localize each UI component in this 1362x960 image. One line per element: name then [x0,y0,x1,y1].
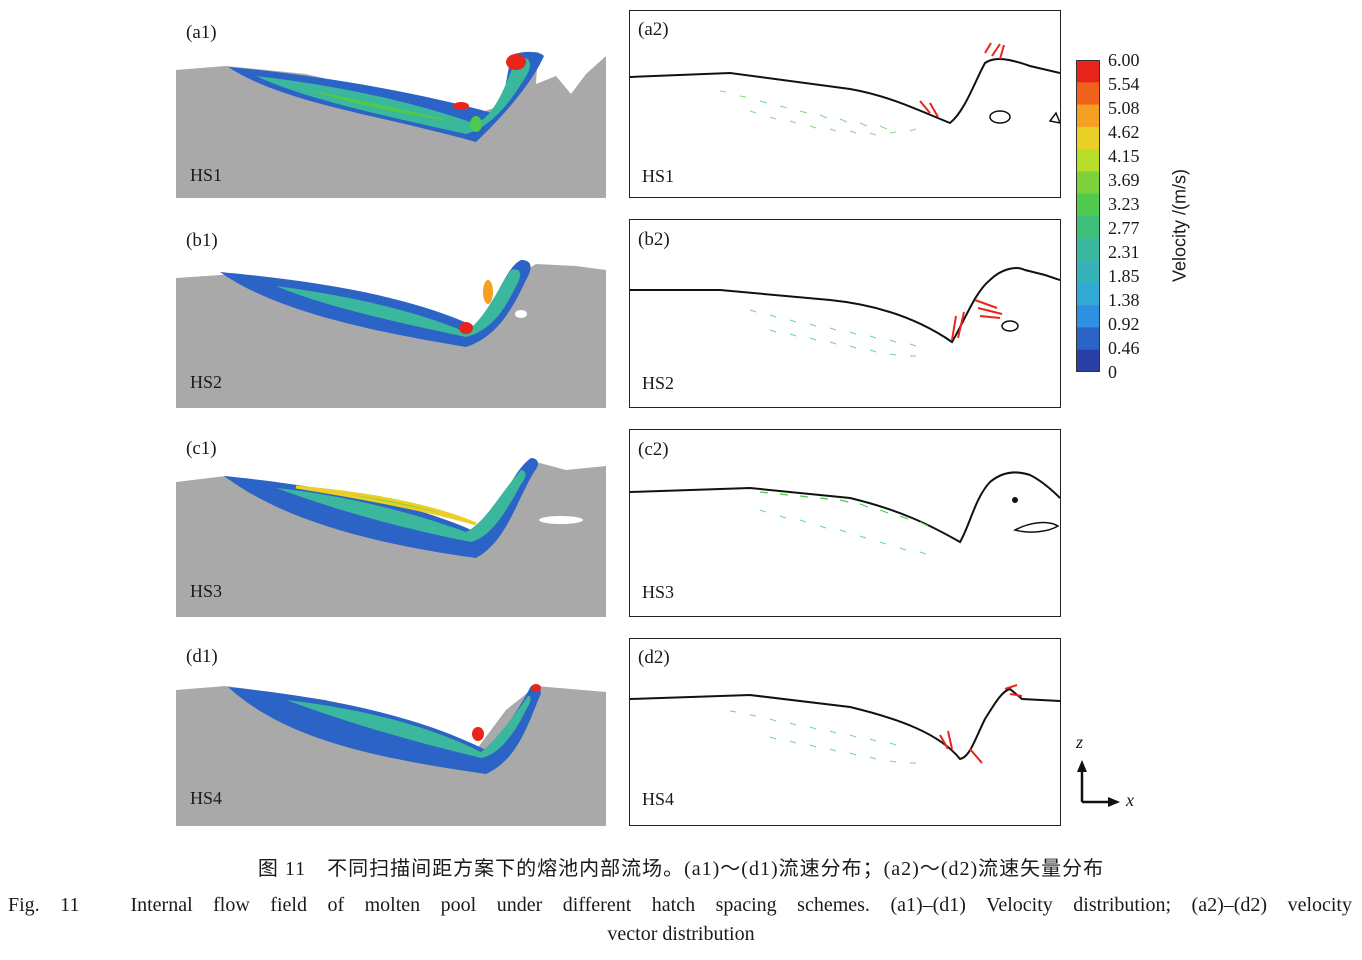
scheme-label: HS3 [190,581,223,601]
legend-tick-label: 5.08 [1108,98,1140,118]
color-bar-segment [1076,216,1100,239]
contour-panel-c1: (c1) HS3 [176,432,606,617]
color-bar-segment [1076,238,1100,262]
color-bar-segment [1076,104,1100,128]
contour-panel-a1: (a1) HS1 [176,14,606,198]
velocity-vector-plot [630,42,1060,136]
scheme-label: HS4 [642,789,675,809]
legend-tick-label: 1.38 [1108,290,1140,310]
panel-label: (b1) [186,230,218,251]
panel-label: (a2) [638,19,669,40]
legend-tick-label: 2.77 [1108,218,1140,238]
color-bar [1076,60,1100,372]
vector-panel-a2: (a2) HS1 [629,10,1061,198]
panel-label: (d1) [186,646,218,667]
vector-panel-b2: (b2) HS2 [629,219,1061,408]
color-bar-segment [1076,260,1100,284]
scheme-label: HS2 [642,373,675,393]
panel-label: (c1) [186,438,217,459]
color-bar-segment [1076,149,1100,172]
contour-panel-b1: (b1) HS2 [176,222,606,408]
scheme-label: HS4 [190,788,223,808]
panel-label: (b2) [638,229,670,250]
axis-label-x: x [1126,790,1134,810]
caption-chinese: 图 11 不同扫描间距方案下的熔池内部流场。(a1)～(d1)流速分布；(a2)… [257,858,1105,880]
velocity-contour-plot [176,51,606,198]
panel-label: (d2) [638,647,670,668]
legend-tick-label: 6.00 [1108,50,1140,70]
scheme-label: HS1 [190,165,223,185]
velocity-contour-plot [176,260,606,408]
velocity-contour-plot [176,458,606,617]
legend-tick-label: 0.46 [1108,338,1140,358]
axis-arrows [1077,760,1120,807]
scheme-label: HS2 [190,372,223,392]
velocity-vector-plot [630,471,1060,555]
legend-tick-label: 4.62 [1108,122,1140,142]
legend-tick-label: 0.92 [1108,314,1140,334]
legend-tick-label: 3.69 [1108,170,1140,190]
color-bar-segment [1076,305,1100,328]
legend-tick-label: 4.15 [1108,146,1140,166]
legend-tick-label: 3.23 [1108,194,1140,214]
color-bar-segment [1076,82,1100,106]
color-bar-segment [1076,282,1100,306]
scheme-label: HS3 [642,582,675,602]
color-bar-segment [1076,193,1100,217]
panel-label: (c2) [638,439,669,460]
color-bar-segment [1076,327,1100,351]
vector-panel-d2: (d2) HS4 [629,638,1061,826]
axis-label-z: z [1076,732,1084,752]
axis-indicator: z x [1066,732,1156,822]
legend-tick-label: 1.85 [1108,266,1140,286]
caption-english-line2: vector distribution [607,923,755,945]
velocity-contour-plot [176,684,606,826]
legend-tick-label: 2.31 [1108,242,1140,262]
scheme-label: HS1 [642,166,675,186]
contour-panel-d1: (d1) HS4 [176,640,606,826]
vector-panel-c2: (c2) HS3 [629,429,1061,617]
color-bar-segment [1076,126,1100,150]
legend-tick-label: 0 [1108,362,1117,382]
legend-tick-label: 5.54 [1108,74,1140,94]
caption-english-line1: Fig. 11 Internal flow field of molten po… [8,894,1352,916]
panel-label: (a1) [186,22,217,43]
velocity-legend: 6.00 5.54 5.08 4.62 4.15 3.69 3.23 2.77 2.31 1.85… [1060,48,1210,388]
color-bar-segment [1076,349,1100,372]
velocity-vector-plot [630,267,1060,357]
legend-title: Velocity /(m/s) [1169,168,1190,283]
color-bar-segment [1076,60,1100,83]
velocity-vector-plot [630,684,1060,764]
color-bar-segment [1076,171,1100,195]
